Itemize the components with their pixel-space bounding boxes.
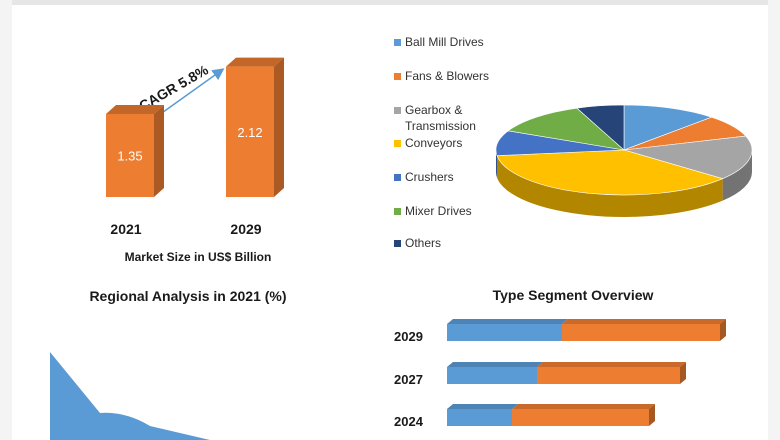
segment-bar xyxy=(447,409,512,426)
market-bar xyxy=(226,66,274,198)
pie-slice xyxy=(623,104,713,151)
legend-label: Ball Mill Drives xyxy=(405,35,484,49)
segment-bar xyxy=(512,409,649,426)
regional-area xyxy=(50,352,210,440)
segment-bar-top xyxy=(512,404,655,409)
type-segment-bars: 2029 2027 2024 xyxy=(394,319,726,429)
segment-bar xyxy=(447,324,562,341)
legend-label: Others xyxy=(405,236,441,250)
pie-slice xyxy=(623,135,753,180)
pie-slice-side xyxy=(496,150,498,178)
market-year-label: 2021 xyxy=(110,221,141,237)
legend-swatch xyxy=(394,140,401,147)
legend-swatch xyxy=(394,208,401,215)
pie-chart xyxy=(495,104,753,217)
legend-swatch xyxy=(394,73,401,80)
segment-bar-top xyxy=(537,362,686,367)
market-bar xyxy=(106,113,154,197)
market-bar-top xyxy=(226,57,284,67)
segment-year-label: 2027 xyxy=(394,372,423,387)
segment-bar-top xyxy=(447,319,568,324)
legend-label: Conveyors xyxy=(405,136,462,150)
market-bar-value: 2.12 xyxy=(237,125,262,140)
market-bars: 1.35 2021 2.12 2029 xyxy=(106,57,284,237)
legend-label: Crushers xyxy=(405,170,454,184)
market-bar-top xyxy=(106,104,164,114)
market-bar-side xyxy=(274,57,284,198)
pie-slice-side xyxy=(497,155,723,217)
segment-bar-side xyxy=(680,362,686,384)
segment-bar-top xyxy=(562,319,726,324)
pie-legend: Ball Mill Drives Fans & Blowers Gearbox & T… xyxy=(394,35,489,250)
pie-slice xyxy=(507,107,625,151)
market-size-axis-label: Market Size in US$ Billion xyxy=(125,250,272,264)
segment-bar-top xyxy=(447,404,518,409)
regional-title: Regional Analysis in 2021 (%) xyxy=(89,288,286,304)
segment-bar xyxy=(562,324,720,341)
segment-year-label: 2024 xyxy=(394,414,424,429)
pie-slice xyxy=(576,104,625,151)
type-segment-title: Type Segment Overview xyxy=(493,287,654,303)
legend-label: Gearbox & xyxy=(405,103,462,117)
market-year-label: 2029 xyxy=(230,221,261,237)
pie-slice-side xyxy=(722,150,752,201)
segment-bar-side xyxy=(720,319,726,341)
market-bar-side xyxy=(154,104,164,197)
top-border xyxy=(0,0,780,5)
legend-swatch xyxy=(394,107,401,114)
market-bar-value: 1.35 xyxy=(117,148,142,163)
legend-swatch xyxy=(394,39,401,46)
segment-year-label: 2029 xyxy=(394,329,423,344)
segment-bar xyxy=(447,367,537,384)
segment-bar xyxy=(537,367,680,384)
legend-label: Fans & Blowers xyxy=(405,69,489,83)
segment-bar-top xyxy=(447,362,543,367)
legend-label: Mixer Drives xyxy=(405,204,472,218)
legend-label-cont: Transmission xyxy=(405,119,476,133)
pie-slice xyxy=(496,149,724,196)
segment-bar-side xyxy=(649,404,655,426)
right-edge xyxy=(768,0,780,440)
left-edge xyxy=(0,0,12,440)
legend-swatch xyxy=(394,174,401,181)
legend-swatch xyxy=(394,240,401,247)
